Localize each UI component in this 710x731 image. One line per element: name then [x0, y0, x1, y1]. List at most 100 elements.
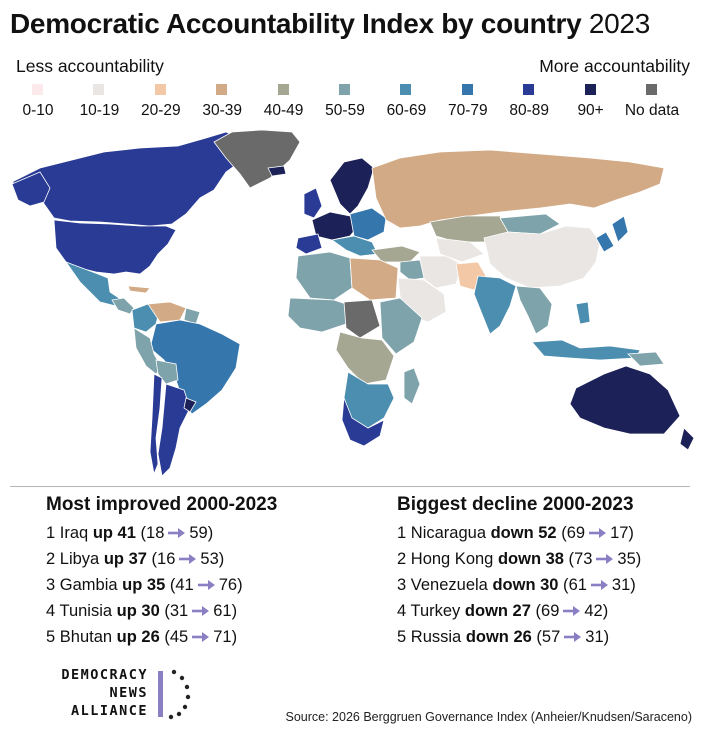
logo-line-1: DEMOCRACY — [61, 667, 148, 683]
rank-change: up 41 — [92, 524, 136, 542]
most-improved-list: Most improved 2000-2023 1 Iraq up 41 (18… — [46, 493, 366, 650]
rank-from-value: 41 — [175, 576, 194, 594]
legend-item: 10-19 — [67, 82, 131, 122]
rank-to-value: 35 — [617, 550, 636, 568]
legend-swatch — [339, 84, 350, 95]
arrow-right-icon — [596, 554, 614, 564]
legend-label: 50-59 — [325, 102, 365, 119]
rank-from-value: 16 — [157, 550, 176, 568]
legend-swatch — [277, 84, 289, 95]
rank-country: Hong Kong — [410, 550, 494, 568]
legend-swatch — [400, 84, 412, 95]
map-korea-japan — [595, 215, 629, 253]
map-central-africa — [335, 331, 395, 385]
legend-swatch — [32, 84, 43, 95]
rank-from-value: 69 — [566, 524, 586, 542]
legend-item: 0-10 — [6, 82, 70, 122]
section-divider — [10, 486, 690, 487]
rank-from-value: 69 — [541, 602, 560, 620]
legend-item: 40-49 — [252, 82, 316, 122]
legend-item: No data — [620, 82, 684, 122]
legend-label: 70-79 — [447, 102, 488, 119]
legend-label: 60-69 — [386, 102, 427, 119]
rank-country: Iraq — [59, 524, 89, 542]
rank-item: 4 Turkey down 27 (69 42) — [397, 602, 609, 620]
source-note: Source: 2026 Berggruen Governance Index … — [285, 710, 692, 724]
title-year: 2023 — [588, 8, 650, 39]
map-australia — [569, 365, 681, 435]
rank-change: down 30 — [492, 576, 559, 594]
map-indonesia — [531, 339, 641, 361]
map-central-america — [111, 297, 135, 315]
map-scandinavia — [329, 157, 375, 215]
map-china — [483, 225, 601, 289]
map-iberia — [295, 233, 323, 255]
rank-change: down 26 — [465, 628, 532, 646]
legend-item: 60-69 — [374, 82, 438, 122]
map-greenland — [213, 129, 301, 189]
arrow-right-icon — [589, 528, 607, 538]
map-mongolia — [499, 213, 561, 235]
map-madagascar — [403, 367, 421, 405]
legend-swatch — [216, 84, 228, 95]
map-papua-new-guinea — [627, 351, 665, 367]
rank-country: Gambia — [59, 576, 118, 594]
map-india — [473, 275, 517, 335]
map-eastern-europe — [349, 207, 387, 241]
chart-title: Democratic Accountability Index by count… — [10, 6, 700, 42]
arrow-right-icon — [179, 554, 197, 564]
rank-number: 2 — [397, 550, 407, 568]
legend-label: 80-89 — [509, 102, 550, 119]
legend-label: 10-19 — [79, 102, 120, 119]
legend-item: 30-39 — [190, 82, 254, 122]
rank-change: down 27 — [464, 602, 531, 620]
rank-to-value: 76 — [218, 576, 238, 594]
map-alaska — [11, 171, 51, 207]
arrow-right-icon — [192, 632, 210, 642]
legend-item: 70-79 — [436, 82, 500, 122]
map-cuba — [127, 285, 151, 294]
title-main: Democratic Accountability Index by count… — [10, 8, 582, 39]
map-west-africa — [287, 297, 353, 333]
legend-swatch — [93, 84, 105, 95]
rank-item: 3 Venezuela down 30 (61 31) — [397, 576, 636, 594]
map-canada — [11, 131, 251, 227]
rank-change: up 35 — [122, 576, 166, 594]
legend-item: 20-29 — [129, 82, 193, 122]
logo-line-2: NEWS — [109, 685, 148, 701]
rank-country: Libya — [59, 550, 100, 568]
legend-item: 90+ — [559, 82, 623, 122]
rank-to-value: 59 — [189, 524, 208, 542]
legend-swatch — [646, 84, 657, 95]
legend-item: 80-89 — [497, 82, 561, 122]
rank-from-value: 31 — [169, 602, 189, 620]
rank-number: 2 — [46, 550, 56, 568]
legend-label: 0-10 — [22, 102, 54, 119]
map-north-africa-west — [295, 251, 353, 301]
rank-change: up 30 — [116, 602, 160, 620]
map-iceland — [267, 165, 287, 177]
rank-to-value: 17 — [610, 524, 629, 542]
color-legend: 0-10 10-19 20-29 30-39 40-49 50-59 60-69 70-79 8… — [0, 82, 710, 122]
scale-high-label: More accountability — [539, 56, 690, 76]
legend-label: No data — [624, 102, 680, 119]
map-south-africa — [341, 397, 385, 447]
rank-item: 3 Gambia up 35 (41 76) — [46, 576, 243, 594]
rank-to-value: 42 — [584, 602, 603, 620]
legend-swatch — [584, 84, 596, 95]
rank-to-value: 53 — [200, 550, 219, 568]
map-iraq-syria — [399, 259, 425, 281]
rank-number: 4 — [397, 602, 407, 620]
rank-from-value: 73 — [574, 550, 593, 568]
logo-line-3: ALLIANCE — [70, 703, 148, 719]
rank-change: down 38 — [497, 550, 564, 568]
rank-country: Venezuela — [410, 576, 488, 594]
legend-label: 30-39 — [202, 102, 243, 119]
rank-to-value: 71 — [213, 628, 232, 646]
map-sahel-central — [343, 299, 381, 339]
map-argentina — [157, 383, 191, 477]
legend-label: 40-49 — [263, 102, 304, 119]
rank-item: 4 Tunisia up 30 (31 61) — [46, 602, 238, 620]
rank-item: 5 Bhutan up 26 (45 71) — [46, 628, 238, 646]
arrow-right-icon — [168, 528, 186, 538]
